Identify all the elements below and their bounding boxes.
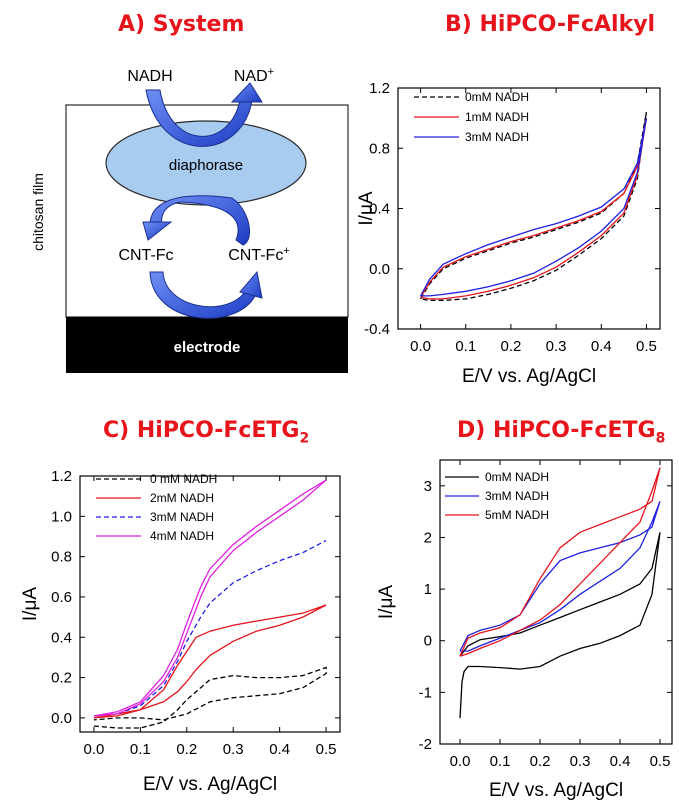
panel-c-title-sub: 2 [299,430,310,447]
top-arrow-head [230,82,263,103]
panel-d-title: D) HiPCO-FcETG8 [457,418,665,446]
diaphorase-label: diaphorase [169,157,243,174]
cnt-fc-label: CNT-Fc [118,247,173,264]
cnt-fc-plus-label: CNT-Fc+ [228,245,290,264]
bottom-arrow-head [239,270,263,299]
panel-c-title-text: C) HiPCO-FcETG [103,418,300,443]
nadh-label: NADH [127,68,172,85]
chitosan-film-label: chitosan film [30,173,46,251]
panel-a-title: A) System [118,12,245,37]
panel-b-title: B) HiPCO-FcAlkyl [445,12,656,37]
nad-label: NAD+ [234,66,274,85]
middle-curved-arrow-shaft [149,195,250,246]
panel-d-title-sub: 8 [655,430,666,447]
middle-arrow-head [142,221,173,241]
panel-c-title: C) HiPCO-FcETG2 [103,418,309,446]
electrode-block [66,317,348,373]
panel-d-title-text: D) HiPCO-FcETG [457,418,656,443]
electrode-label: electrode [174,339,241,356]
